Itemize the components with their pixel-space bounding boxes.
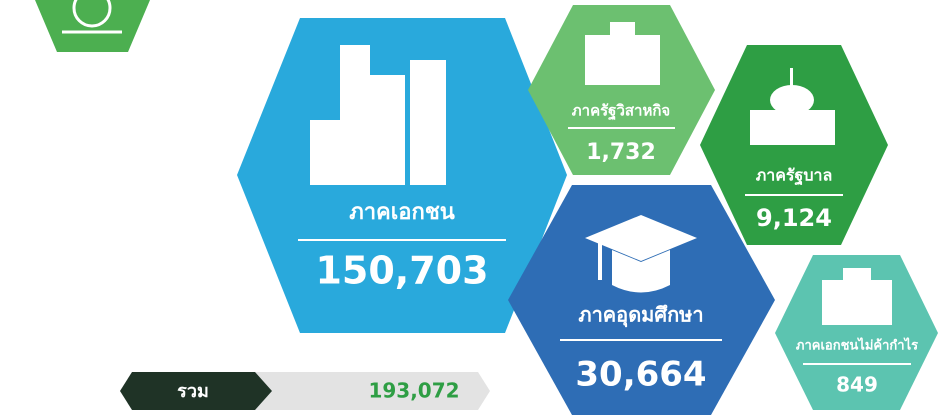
sector-value: 150,703 [315, 249, 488, 293]
total-label-bg [120, 372, 272, 410]
hexagon [528, 5, 715, 175]
icon [750, 68, 835, 145]
hexagon [508, 185, 775, 415]
icon [822, 268, 892, 325]
sector-label: ภาครัฐวิสาหกิจ [572, 102, 670, 121]
sector-value: 9,124 [756, 204, 832, 232]
total-label: รวม [177, 381, 209, 402]
sector-label: ภาคอุดมศึกษา [578, 303, 703, 328]
icon [585, 215, 697, 293]
hexagon [775, 255, 938, 410]
icon [72, 0, 112, 28]
sector-label: ภาคเอกชนไม่ค้ากำไร [796, 337, 918, 354]
icon [585, 22, 660, 85]
icon [310, 45, 446, 185]
sector-value: 30,664 [575, 355, 706, 395]
sector-label: ภาคเอกชน [349, 200, 455, 225]
sector-label: ภาครัฐบาล [756, 166, 833, 186]
total-bar [250, 372, 490, 410]
sector-value: 849 [836, 373, 878, 397]
total-value: 193,072 [368, 379, 459, 403]
sector-value: 1,732 [586, 140, 656, 165]
